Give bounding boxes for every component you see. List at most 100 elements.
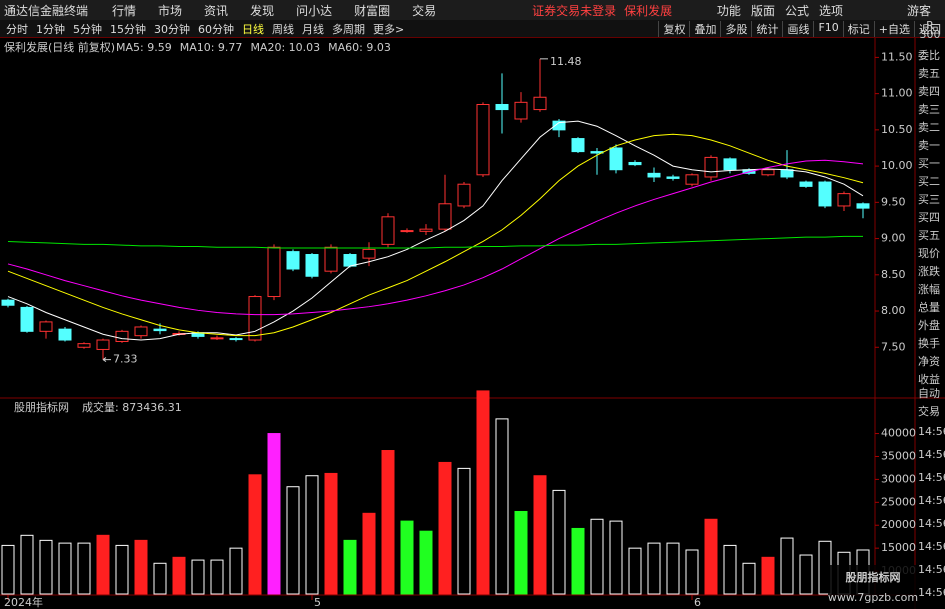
legend-entry: MA5: 9.59 — [116, 41, 172, 54]
side-time: 14:56 — [918, 517, 945, 530]
candle-body — [799, 181, 813, 187]
volume-bar — [571, 527, 585, 595]
menu-item[interactable]: 资讯 — [204, 3, 229, 18]
side-trade: 交易 — [918, 404, 940, 418]
volume-bar — [191, 559, 205, 595]
menu-item[interactable]: 财富圈 — [354, 3, 391, 18]
candle-body — [229, 338, 243, 341]
tool-button[interactable]: 画线 — [782, 20, 813, 37]
legend-entry: MA20: 10.03 — [250, 41, 320, 54]
candle-body — [856, 203, 870, 209]
volume-bar — [457, 467, 471, 595]
candle-body — [77, 343, 91, 348]
candle-body — [210, 337, 224, 340]
period-tab[interactable]: 60分钟 — [198, 22, 234, 36]
volume-bar — [362, 512, 376, 595]
candle-body — [628, 161, 642, 166]
candle-body — [476, 103, 490, 176]
side-row: 现价 — [918, 247, 940, 260]
watermark-bg — [828, 565, 918, 609]
menu-item[interactable]: 问小达 — [296, 3, 333, 18]
menu-item[interactable]: 功能 — [716, 3, 741, 18]
menu-item[interactable]: 行情 — [112, 3, 137, 18]
period-tab[interactable]: 日线 — [242, 22, 264, 36]
period-tab[interactable]: 月线 — [302, 22, 324, 36]
side-top-sub: 300 — [920, 28, 941, 41]
candle-body — [248, 296, 262, 341]
side-row: 换手 — [918, 336, 940, 350]
menu-item[interactable]: 发现 — [250, 3, 275, 18]
period-tab[interactable]: 1分钟 — [36, 22, 65, 36]
x-tick-label: 2024年 — [4, 595, 43, 609]
menu-item[interactable]: 版面 — [750, 3, 775, 18]
side-time: 14:56 — [918, 425, 945, 438]
menu-item[interactable]: 交易 — [412, 3, 437, 18]
period-tab[interactable]: 多周期 — [332, 22, 365, 36]
y-tick-label: 8.50 — [881, 268, 906, 281]
tool-button[interactable]: 叠加 — [689, 20, 720, 37]
period-tab[interactable]: 周线 — [272, 22, 294, 36]
volume-bar — [229, 547, 243, 595]
volume-bar — [476, 390, 490, 595]
menu-item[interactable]: 公式 — [784, 3, 809, 18]
side-row: 收益 — [918, 372, 940, 386]
candle-body — [837, 193, 851, 207]
volume-bar — [134, 539, 148, 595]
y-tick-label: 10.50 — [881, 123, 913, 136]
candle-body — [267, 246, 281, 298]
side-row: 涨幅 — [918, 283, 940, 296]
y-tick-label: 25000 — [881, 495, 916, 508]
low-annotation: 7.33 — [113, 353, 138, 366]
y-tick-label: 11.00 — [881, 87, 913, 100]
tools: 复权 叠加 多股 统计 画线 F10 标记 +自选 返回 — [658, 20, 945, 37]
volume-bar — [514, 510, 528, 595]
candle-body — [58, 328, 72, 341]
tool-button[interactable]: 返回 — [914, 20, 945, 37]
y-tick-label: 10.00 — [881, 159, 913, 172]
user[interactable]: 游客 — [906, 3, 931, 18]
volume-bar — [647, 542, 661, 595]
candle-body — [533, 96, 547, 111]
volume-bar — [761, 556, 775, 595]
period-tab[interactable]: 更多> — [373, 22, 405, 36]
period-tab[interactable]: 30分钟 — [154, 22, 190, 36]
side-row: 委比 — [918, 49, 940, 62]
ma-line — [7, 120, 864, 341]
tool-button[interactable]: 复权 — [658, 20, 689, 37]
volume-bar — [552, 489, 566, 595]
volume-bar — [533, 475, 547, 595]
volume-bar — [590, 518, 604, 595]
volume-bar — [343, 539, 357, 595]
candle-body — [666, 176, 680, 179]
side-row: 买三 — [918, 193, 940, 206]
x-tick-label: 6 — [694, 596, 701, 609]
candle-body — [457, 183, 471, 207]
menu-item[interactable]: 选项 — [818, 3, 843, 18]
candle-body — [381, 216, 395, 245]
tool-button[interactable]: +自选 — [873, 20, 914, 37]
period-tab[interactable]: 15分钟 — [110, 22, 146, 36]
tool-button[interactable]: F10 — [813, 20, 842, 37]
y-tick-label: 30000 — [881, 472, 916, 485]
tool-button[interactable]: 多股 — [720, 20, 751, 37]
period-tab[interactable]: 分时 — [6, 22, 28, 36]
candle-body — [400, 230, 414, 233]
menu-item[interactable]: 市场 — [158, 3, 183, 18]
ma-line — [7, 159, 864, 316]
period-tab[interactable]: 5分钟 — [73, 22, 102, 36]
side-row: 卖一 — [918, 139, 940, 152]
y-tick-label: 11.50 — [881, 50, 913, 63]
tool-button[interactable]: 标记 — [842, 20, 874, 37]
legend-entry: MA10: 9.77 — [180, 41, 243, 54]
y-tick-label: 40000 — [881, 427, 916, 440]
volume-bar — [609, 520, 623, 595]
volume-bar — [153, 562, 167, 595]
volume-title: 股朋指标网 — [14, 400, 69, 414]
notice[interactable]: 证券交易未登录 — [532, 3, 617, 18]
app-title: 通达信金融终端 — [4, 3, 89, 18]
candle-body — [153, 328, 167, 332]
side-row: 卖三 — [918, 103, 940, 116]
menu-items: 行情 市场 资讯 发现 问小达 财富圈 交易 — [112, 2, 458, 19]
volume-bar — [685, 549, 699, 595]
tool-button[interactable]: 统计 — [751, 20, 782, 37]
